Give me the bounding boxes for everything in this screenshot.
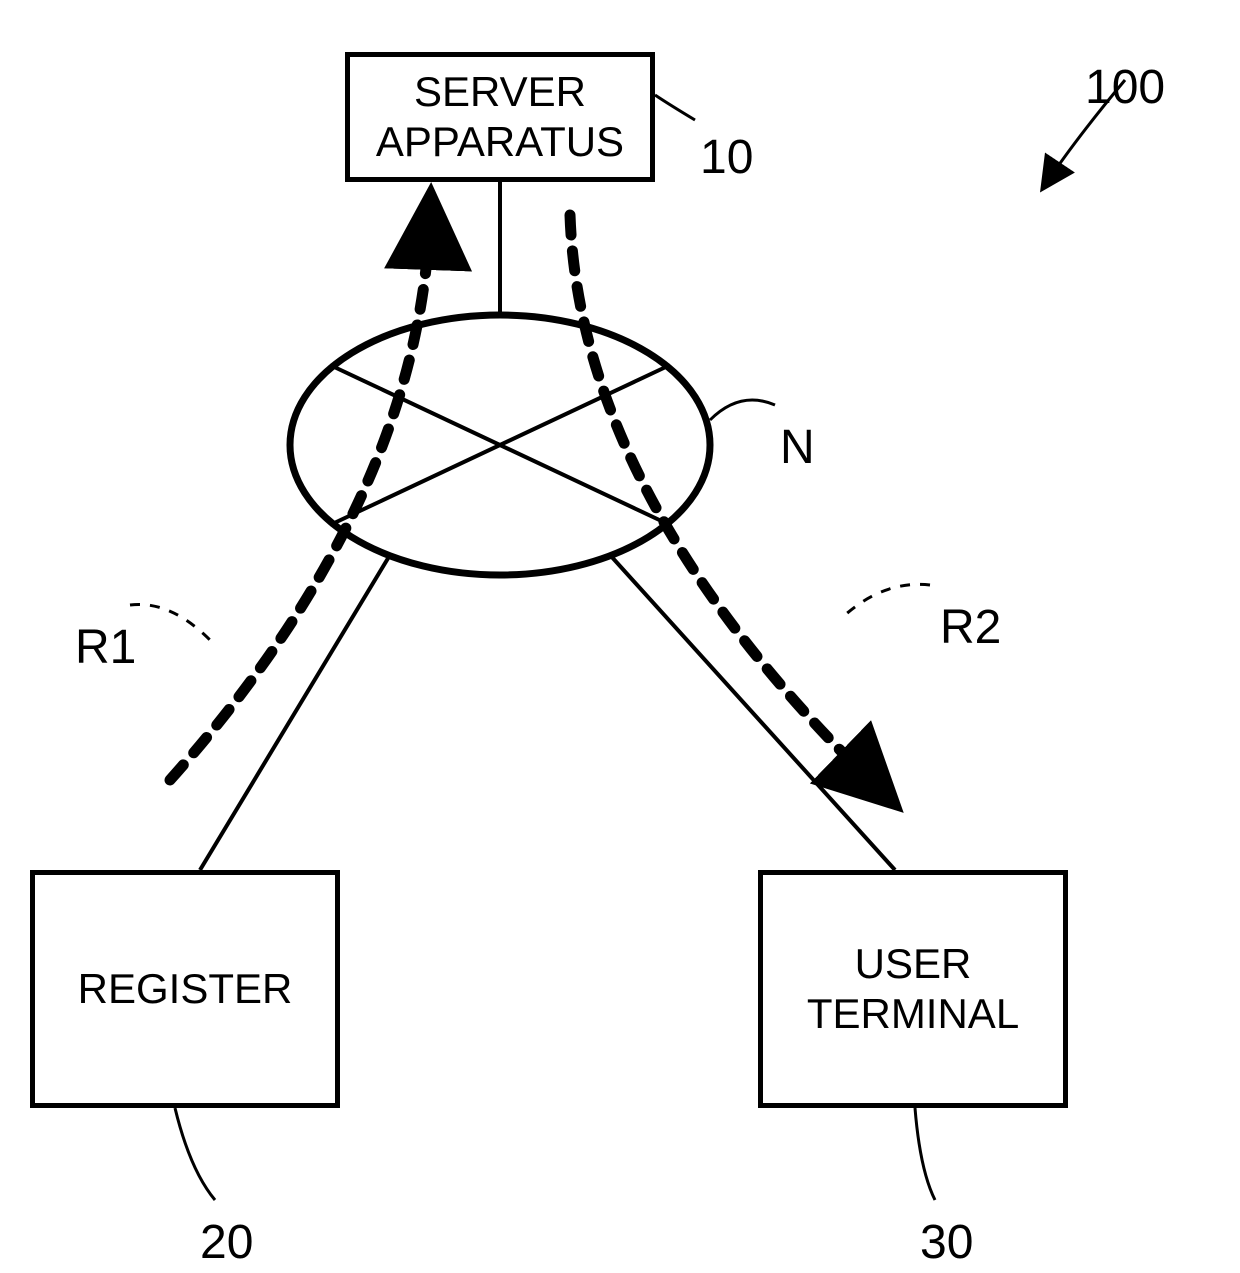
register-label: REGISTER (78, 964, 293, 1014)
leader-r2 (845, 584, 930, 615)
arrow-r2 (570, 215, 880, 790)
user-terminal-box: USERTERMINAL (758, 870, 1068, 1108)
r2-ref-label: R2 (940, 600, 1001, 655)
edge-network-user (610, 555, 895, 870)
register-box: REGISTER (30, 870, 340, 1108)
leader-user (915, 1108, 935, 1200)
leader-r1 (130, 604, 210, 640)
server-box: SERVERAPPARATUS (345, 52, 655, 182)
system-ref-label: 100 (1085, 60, 1165, 115)
user-terminal-label: USERTERMINAL (807, 939, 1019, 1040)
r1-ref-label: R1 (75, 620, 136, 675)
user-ref-label: 30 (920, 1215, 973, 1270)
leader-register (175, 1108, 215, 1200)
server-label: SERVERAPPARATUS (376, 67, 624, 168)
network-ref-label: N (780, 420, 815, 475)
server-ref-label: 10 (700, 130, 753, 185)
register-ref-label: 20 (200, 1215, 253, 1270)
leader-network (710, 400, 775, 420)
leader-server (655, 95, 695, 120)
